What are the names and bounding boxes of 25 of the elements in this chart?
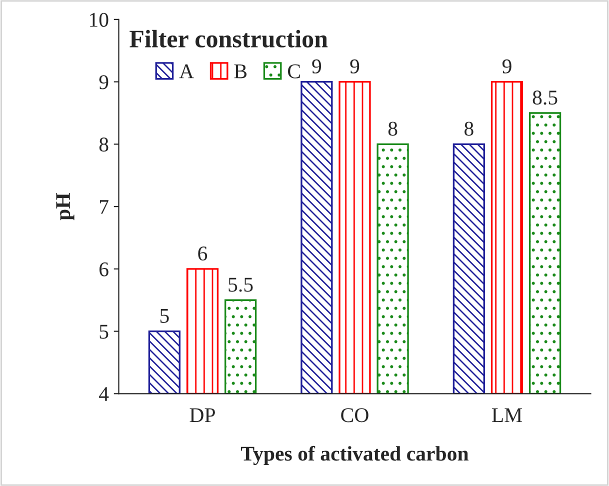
y-tick-label: 9 bbox=[99, 75, 108, 90]
x-tick-label: DP bbox=[190, 408, 215, 422]
legend-title: Filter construction bbox=[130, 30, 328, 48]
data-label: 8 bbox=[464, 122, 474, 136]
x-tick-label: LM bbox=[492, 408, 522, 422]
y-tick-label: 4 bbox=[99, 387, 109, 401]
y-tick-label: 5 bbox=[100, 324, 108, 339]
data-label: 8 bbox=[388, 122, 398, 136]
y-tick-label: 8 bbox=[99, 138, 108, 152]
data-label: 9 bbox=[350, 59, 360, 74]
data-label: 9 bbox=[312, 59, 322, 74]
x-axis-title: Types of activated carbon bbox=[240, 446, 469, 466]
y-tick-label: 7 bbox=[100, 200, 108, 214]
y-tick-label: 6 bbox=[100, 262, 108, 276]
legend-label: C bbox=[288, 64, 300, 78]
x-tick-label: CO bbox=[341, 408, 368, 422]
data-label: 5 bbox=[160, 309, 169, 323]
y-tick-label: 10 bbox=[90, 12, 108, 27]
legend-label: A bbox=[179, 64, 194, 78]
data-label: 6 bbox=[198, 246, 208, 261]
data-label: 9 bbox=[502, 59, 512, 74]
y-axis-title: pH bbox=[56, 193, 74, 220]
data-label: 8.5 bbox=[532, 90, 558, 105]
legend-label: B bbox=[234, 64, 247, 78]
data-label: 5.5 bbox=[228, 278, 253, 292]
